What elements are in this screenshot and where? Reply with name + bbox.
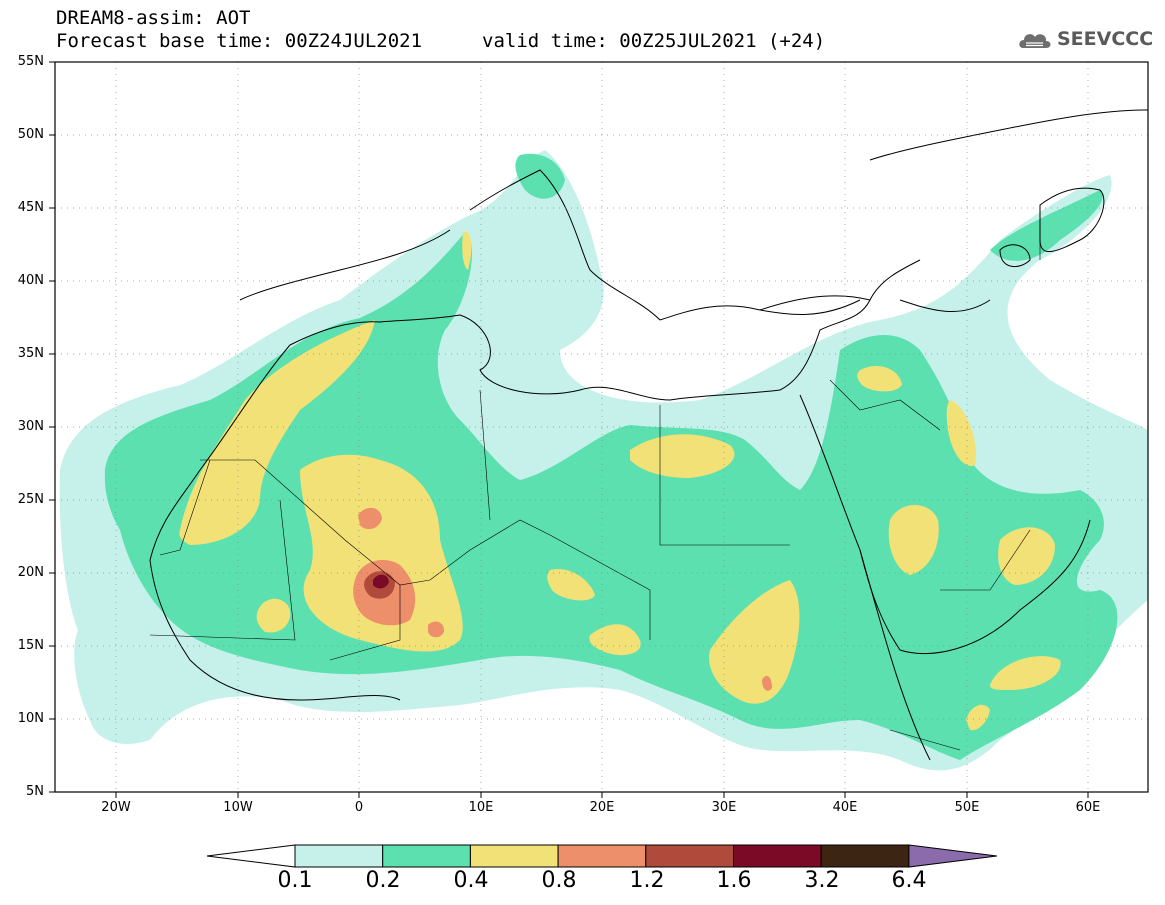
lat-label: 20N — [17, 565, 44, 580]
lat-label: 55N — [17, 54, 44, 69]
colorbar-tick-label: 0.2 — [365, 868, 401, 893]
colorbar-tick-label: 0.4 — [453, 868, 489, 893]
colorbar-tick-label: 3.2 — [804, 868, 840, 893]
cloud-icon — [1019, 34, 1051, 48]
lon-label: 60E — [1075, 800, 1101, 815]
colorbar — [206, 844, 997, 868]
aot-field — [59, 150, 1148, 771]
lat-label: 30N — [17, 419, 44, 434]
valid-time: valid time: 00Z25JUL2021 (+24) — [482, 30, 826, 52]
colorbar-bin — [733, 844, 822, 868]
coastlines — [149, 109, 1148, 761]
colorbar-arrow-low — [206, 844, 296, 868]
map-title: DREAM8-assim: AOT — [56, 7, 251, 29]
lon-label: 40E — [832, 800, 858, 815]
lon-label: 20W — [101, 800, 131, 815]
logo-text: SEEVCCC — [1057, 28, 1154, 50]
colorbar-tick-label: 1.6 — [716, 868, 752, 893]
colorbar-tick-label: 0.1 — [277, 868, 313, 893]
colorbar-bin — [294, 844, 384, 868]
lat-label: 15N — [17, 638, 44, 653]
colorbar-bin — [469, 844, 559, 868]
lon-label: 50E — [954, 800, 980, 815]
lat-label: 35N — [17, 346, 44, 361]
lon-label: 30E — [711, 800, 737, 815]
colorbar-tick-label: 6.4 — [891, 868, 927, 893]
forecast-base-time: Forecast base time: 00Z24JUL2021 — [56, 30, 423, 52]
colorbar-tick-label: 0.8 — [541, 868, 577, 893]
lat-label: 25N — [17, 492, 44, 507]
aot-contour-0.4 — [179, 231, 1061, 731]
aot-contour-1.6 — [373, 574, 389, 589]
borders — [149, 205, 1041, 751]
lat-label: 5N — [26, 784, 44, 799]
lat-label: 10N — [17, 711, 44, 726]
colorbar-bin — [557, 844, 647, 868]
lat-label: 40N — [17, 273, 44, 288]
lon-label: 10E — [468, 800, 494, 815]
colorbar-arrow-high — [908, 844, 997, 868]
lon-label: 20E — [589, 800, 615, 815]
lat-label: 45N — [17, 200, 44, 215]
lon-label: 10W — [223, 800, 253, 815]
colorbar-tick-label: 1.2 — [629, 868, 665, 893]
graticule — [55, 62, 1148, 792]
colorbar-bin — [820, 844, 910, 868]
lon-label: 0 — [354, 800, 364, 815]
axis-ticks — [49, 61, 1089, 798]
colorbar-bin — [645, 844, 734, 868]
colorbar-bin — [382, 844, 471, 868]
lat-label: 50N — [17, 127, 44, 142]
